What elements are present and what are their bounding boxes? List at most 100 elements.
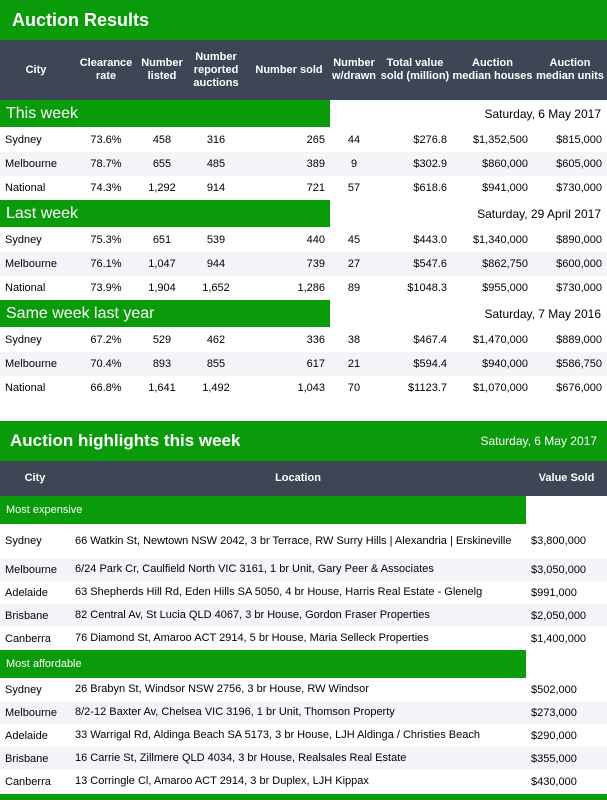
table-row: Melbourne 76.1% 1,047 944 739 27 $547.6 … (0, 252, 607, 276)
cell: $862,750 (452, 252, 533, 276)
cell-location: 76 Diamond St, Amaroo ACT 2914, 5 br Hou… (70, 627, 526, 650)
cell: 1,043 (248, 376, 330, 400)
cell: $1123.7 (378, 376, 452, 400)
table-row: Sydney 73.6% 458 316 265 44 $276.8 $1,35… (0, 127, 607, 152)
cell: $618.6 (378, 176, 452, 200)
cell-city: Melbourne (0, 152, 72, 176)
table-row: Brisbane 82 Central Av, St Lucia QLD 406… (0, 604, 607, 627)
cell: 316 (184, 127, 248, 152)
cell: 655 (140, 152, 184, 176)
cell-location: 13 Corringle Cl, Amaroo ACT 2914, 3 br D… (70, 770, 526, 793)
table-row: Melbourne 78.7% 655 485 389 9 $302.9 $86… (0, 152, 607, 176)
table-row: Sydney 26 Brabyn St, Windsor NSW 2756, 3… (0, 678, 607, 701)
col-withdrawn: Number w/drawn (330, 40, 378, 100)
cell: $815,000 (533, 127, 607, 152)
section-spacer (526, 650, 607, 678)
auction-results-title: Auction Results (0, 0, 607, 40)
cell-location: 8/2-12 Baxter Av, Chelsea VIC 3196, 1 br… (70, 701, 526, 724)
auction-highlights-table: City Location Value Sold Most expensive … (0, 461, 607, 793)
cell-value: $991,000 (526, 581, 607, 604)
cell: 1,047 (140, 252, 184, 276)
cell-city: Canberra (0, 770, 70, 793)
cell: 45 (330, 227, 378, 252)
cell-city: National (0, 376, 72, 400)
cell: $443.0 (378, 227, 452, 252)
cell: 78.7% (72, 152, 140, 176)
cell: 1,641 (140, 376, 184, 400)
cell: 27 (330, 252, 378, 276)
cell: 1,492 (184, 376, 248, 400)
cell-city: Brisbane (0, 604, 70, 627)
col-reported-auctions: Number reported auctions (184, 40, 248, 100)
cell: $276.8 (378, 127, 452, 152)
cell: $940,000 (452, 352, 533, 376)
cell: 739 (248, 252, 330, 276)
cell: 617 (248, 352, 330, 376)
col-total-value: Total value sold (million) (378, 40, 452, 100)
cell: 21 (330, 352, 378, 376)
cell-value: $290,000 (526, 724, 607, 747)
cell: $547.6 (378, 252, 452, 276)
cell: $889,000 (533, 327, 607, 352)
cell: 66.8% (72, 376, 140, 400)
cell-value: $355,000 (526, 747, 607, 770)
cell: $676,000 (533, 376, 607, 400)
cell-location: 33 Warrigal Rd, Aldinga Beach SA 5173, 3… (70, 724, 526, 747)
cell-city: Sydney (0, 524, 70, 558)
cell: 67.2% (72, 327, 140, 352)
col-median-units: Auction median units (533, 40, 607, 100)
cell: 462 (184, 327, 248, 352)
cell-location: 82 Central Av, St Lucia QLD 4067, 3 br H… (70, 604, 526, 627)
cell: 855 (184, 352, 248, 376)
cell-city: Melbourne (0, 701, 70, 724)
col-clearance-rate: Clearance rate (72, 40, 140, 100)
table-row: Melbourne 70.4% 893 855 617 21 $594.4 $9… (0, 352, 607, 376)
col-number-listed: Number listed (140, 40, 184, 100)
cell: 458 (140, 127, 184, 152)
cell: 1,292 (140, 176, 184, 200)
cell-location: 6/24 Park Cr, Caulfield North VIC 3161, … (70, 558, 526, 581)
cell-city: Canberra (0, 627, 70, 650)
section-date: Saturday, 7 May 2016 (330, 300, 607, 327)
cell: 38 (330, 327, 378, 352)
cell: $1,470,000 (452, 327, 533, 352)
section-label: Same week last year (0, 300, 330, 327)
cell-city: National (0, 176, 72, 200)
section-label: Most affordable (0, 650, 526, 678)
cell: $1,340,000 (452, 227, 533, 252)
table-row: Melbourne 6/24 Park Cr, Caulfield North … (0, 558, 607, 581)
cell: 389 (248, 152, 330, 176)
cell-city: Sydney (0, 227, 72, 252)
table-row: Sydney 75.3% 651 539 440 45 $443.0 $1,34… (0, 227, 607, 252)
cell: $605,000 (533, 152, 607, 176)
cell: $600,000 (533, 252, 607, 276)
cell: 485 (184, 152, 248, 176)
cell: 70.4% (72, 352, 140, 376)
cell: $1048.3 (378, 276, 452, 300)
cell-location: 66 Watkin St, Newtown NSW 2042, 3 br Ter… (70, 524, 526, 558)
cell: 73.9% (72, 276, 140, 300)
cell-value: $3,050,000 (526, 558, 607, 581)
col-city: City (0, 40, 72, 100)
table-row: Sydney 67.2% 529 462 336 38 $467.4 $1,47… (0, 327, 607, 352)
cell: 57 (330, 176, 378, 200)
cell: $860,000 (452, 152, 533, 176)
cell: $302.9 (378, 152, 452, 176)
highlights-date: Saturday, 6 May 2017 (480, 434, 597, 448)
cell-city: Adelaide (0, 581, 70, 604)
cell: $730,000 (533, 176, 607, 200)
cell: 944 (184, 252, 248, 276)
cell: 914 (184, 176, 248, 200)
cell-city: Sydney (0, 678, 70, 701)
col-median-houses: Auction median houses (452, 40, 533, 100)
cell-city: Sydney (0, 327, 72, 352)
cell: $586,750 (533, 352, 607, 376)
table-row: Brisbane 16 Carrie St, Zillmere QLD 4034… (0, 747, 607, 770)
cell-city: Brisbane (0, 747, 70, 770)
cell: 1,904 (140, 276, 184, 300)
cell: 9 (330, 152, 378, 176)
cell: $955,000 (452, 276, 533, 300)
section-date: Saturday, 6 May 2017 (330, 100, 607, 127)
highlights-title: Auction highlights this week (10, 431, 241, 450)
auction-results-table: City Clearance rate Number listed Number… (0, 40, 607, 400)
